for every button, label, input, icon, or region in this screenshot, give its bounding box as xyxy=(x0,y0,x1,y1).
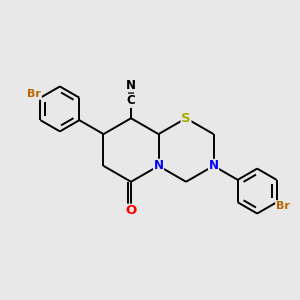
Text: S: S xyxy=(181,112,191,125)
Text: Br: Br xyxy=(27,89,41,99)
Text: O: O xyxy=(125,204,136,217)
Text: N: N xyxy=(126,79,136,92)
Text: N: N xyxy=(154,159,164,172)
Text: Br: Br xyxy=(276,201,289,211)
Text: C: C xyxy=(127,94,135,107)
Text: N: N xyxy=(208,159,218,172)
